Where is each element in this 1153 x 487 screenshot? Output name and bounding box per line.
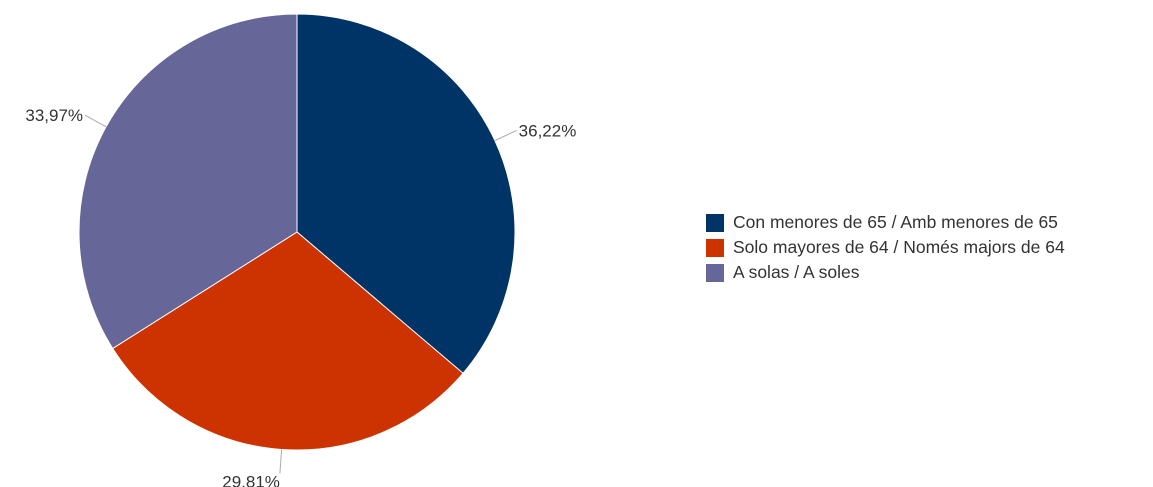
- pie-slice[interactable]: [112, 231, 464, 451]
- label-leader-line: [494, 130, 517, 141]
- legend-label: A solas / A soles: [733, 262, 860, 282]
- slice-value-label: 36,22%: [519, 121, 577, 140]
- legend-swatch: [706, 213, 724, 232]
- label-leader-line: [279, 449, 283, 474]
- label-leader-line: [84, 114, 107, 128]
- legend-swatch: [706, 263, 724, 282]
- slice-value-label: 33,97%: [25, 106, 83, 125]
- legend-label: Con menores de 65 / Amb menores de 65: [733, 212, 1058, 232]
- pie-slice[interactable]: [78, 13, 298, 350]
- legend-item-solo-mayores[interactable]: Solo mayores de 64 / Només majors de 64: [706, 235, 1065, 260]
- pie-slice[interactable]: [296, 13, 516, 374]
- legend-label: Solo mayores de 64 / Només majors de 64: [733, 237, 1065, 257]
- legend-item-con-menores[interactable]: Con menores de 65 / Amb menores de 65: [706, 210, 1065, 235]
- legend-swatch: [706, 238, 724, 257]
- slice-value-label: 29,81%: [222, 472, 280, 487]
- legend: Con menores de 65 / Amb menores de 65 So…: [706, 210, 1065, 285]
- legend-item-a-solas[interactable]: A solas / A soles: [706, 260, 1065, 285]
